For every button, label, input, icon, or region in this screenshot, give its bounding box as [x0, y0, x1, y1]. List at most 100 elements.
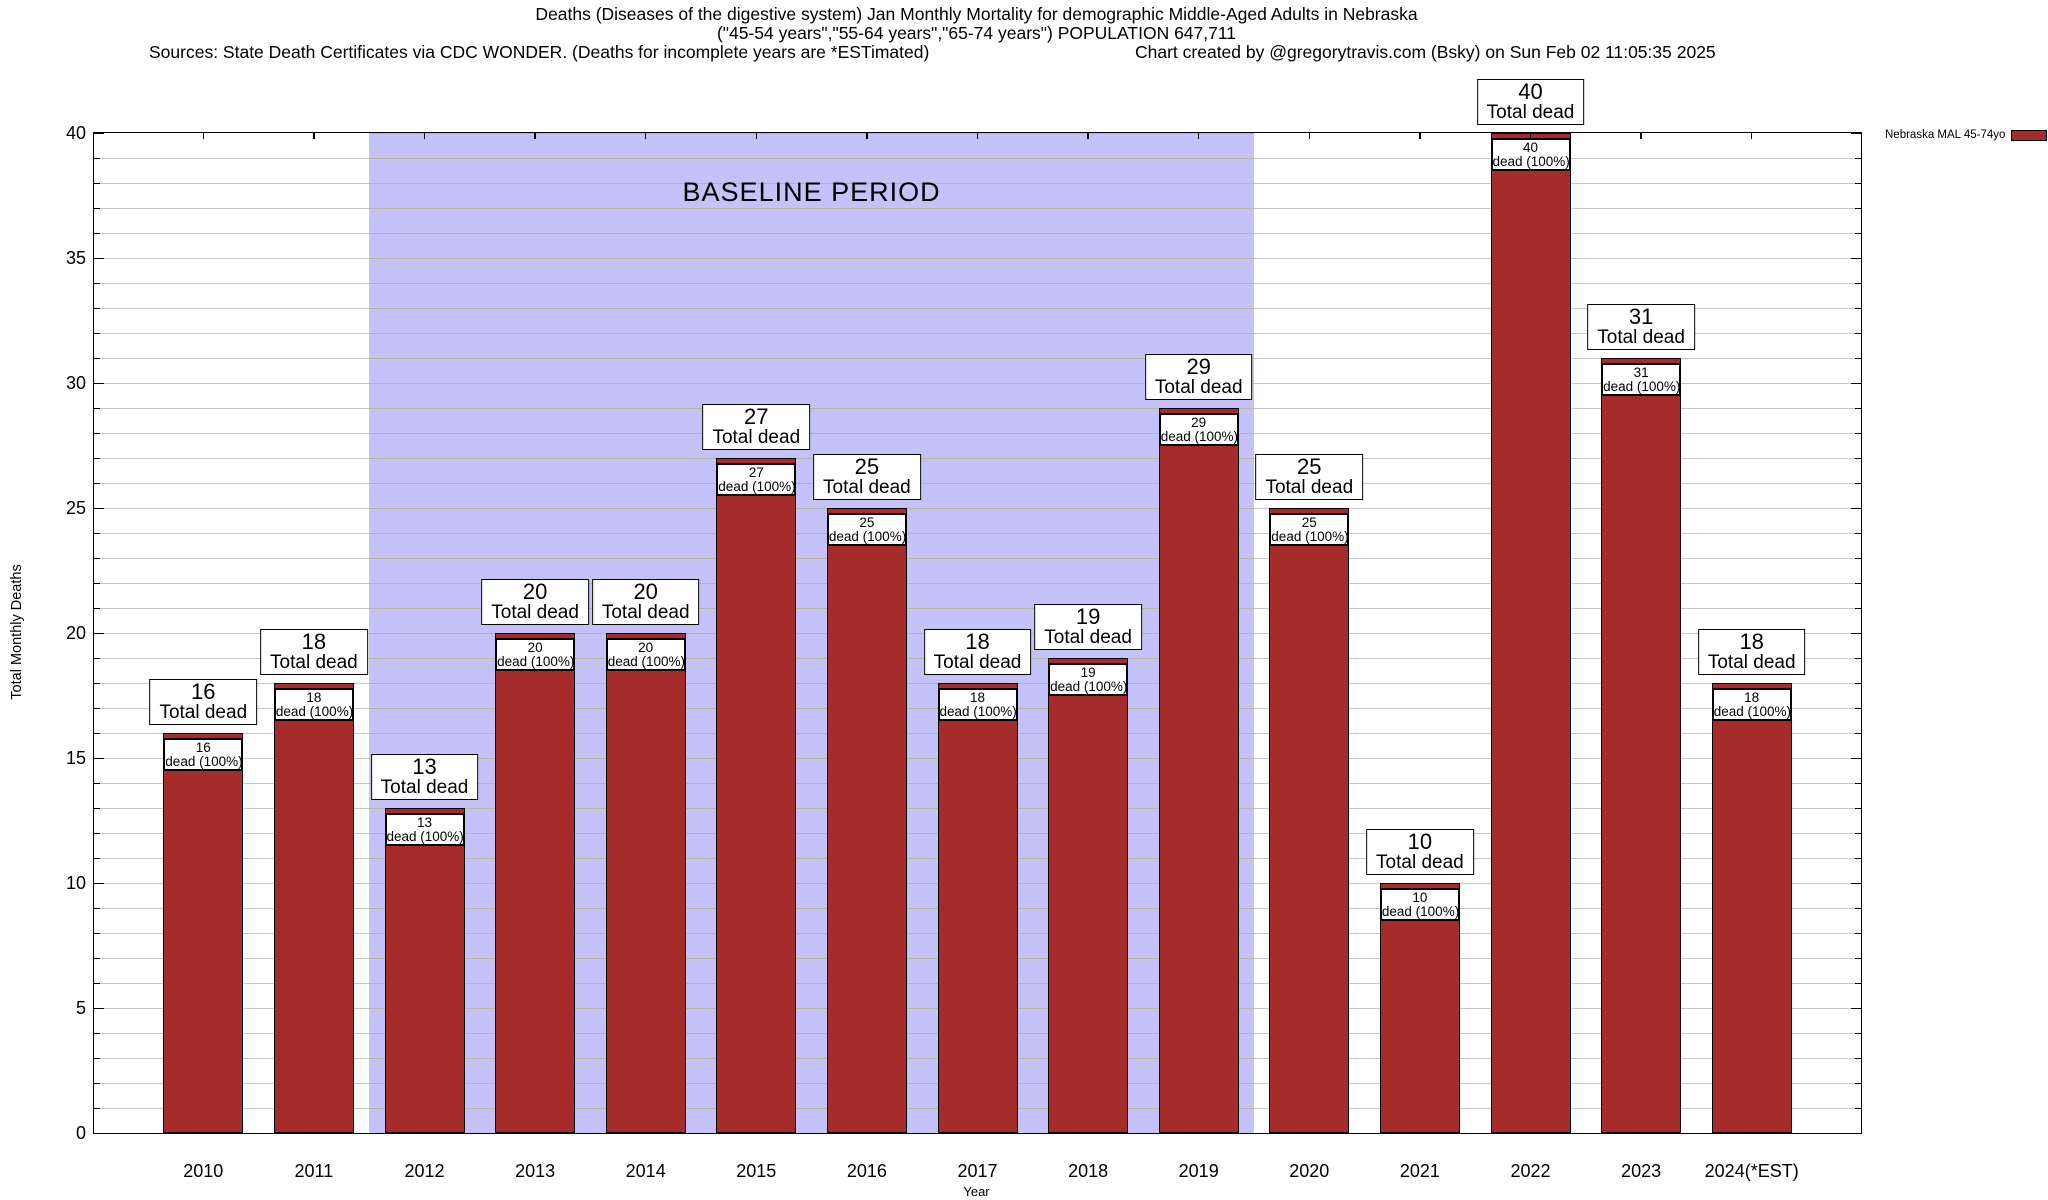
x-tick-top — [202, 133, 205, 139]
y-tick — [94, 757, 104, 759]
bar-total-label-2010: 16 Total dead — [149, 679, 258, 725]
bar-2014 — [605, 633, 686, 1133]
y-tick — [94, 882, 104, 884]
y-tick — [94, 332, 100, 334]
x-tick-top — [1419, 133, 1421, 139]
y-tick — [1855, 432, 1861, 434]
legend: Nebraska MAL 45-74yo — [1885, 129, 2048, 141]
y-tick — [1855, 482, 1861, 484]
y-tick — [1855, 307, 1861, 309]
x-tick-top — [976, 133, 979, 139]
y-tick — [1851, 632, 1861, 634]
y-tick — [1855, 532, 1861, 534]
y-tick-label: 40 — [65, 123, 86, 143]
y-tick-label: 15 — [65, 748, 86, 768]
x-tick-top — [755, 133, 758, 139]
y-tick — [94, 607, 100, 609]
y-tick — [94, 1007, 104, 1009]
y-tick — [1851, 132, 1861, 134]
x-tick-label-2018: 2018 — [1068, 1161, 1109, 1181]
x-tick-label-2015: 2015 — [736, 1161, 777, 1181]
y-tick — [94, 1132, 104, 1134]
y-tick — [94, 357, 100, 359]
y-tick-label: 35 — [65, 248, 86, 268]
y-tick — [1855, 957, 1861, 959]
chart-title: Deaths (Diseases of the digestive system… — [535, 4, 1418, 24]
y-tick — [94, 307, 100, 309]
x-tick-top — [1308, 133, 1311, 139]
y-tick — [94, 857, 100, 859]
bar-inner-label-2021: 10 dead (100%) — [1379, 888, 1460, 921]
y-tick-label: 10 — [65, 873, 86, 893]
bar-2011 — [273, 683, 354, 1133]
bar-2015 — [716, 458, 797, 1133]
bar-2016 — [826, 508, 907, 1133]
bar-total-label-2018: 19 Total dead — [1034, 604, 1142, 650]
x-tick-label-2024(*EST): 2024(*EST) — [1704, 1161, 1799, 1181]
bar-inner-label-2024(*EST): 18 dead (100%) — [1711, 688, 1792, 721]
y-tick — [1855, 857, 1861, 859]
y-tick — [94, 832, 100, 834]
x-tick-label-2010: 2010 — [183, 1161, 224, 1181]
x-tick-top — [1087, 133, 1089, 139]
bar-2022 — [1490, 133, 1571, 1133]
bar-2010 — [163, 733, 244, 1133]
x-tick-label-2023: 2023 — [1621, 1161, 1662, 1181]
y-tick — [1855, 1057, 1861, 1059]
y-tick — [1855, 282, 1861, 284]
y-tick-label: 0 — [75, 1123, 86, 1143]
x-tick-label-2013: 2013 — [515, 1161, 556, 1181]
bar-2021 — [1379, 883, 1460, 1133]
credit-note: Chart created by @gregorytravis.com (Bsk… — [1135, 42, 1716, 62]
bar-inner-label-2023: 31 dead (100%) — [1601, 363, 1682, 396]
y-tick — [94, 457, 100, 459]
y-tick — [94, 782, 100, 784]
y-tick — [1855, 157, 1861, 159]
y-tick — [94, 132, 104, 134]
bar-inner-label-2015: 27 dead (100%) — [716, 463, 797, 496]
bar-total-label-2024(*EST): 18 Total dead — [1697, 629, 1806, 675]
x-tick-top — [644, 133, 647, 139]
y-tick — [1855, 607, 1861, 609]
y-tick — [1855, 782, 1861, 784]
x-tick-label-2021: 2021 — [1399, 1161, 1440, 1181]
y-tick — [1855, 832, 1861, 834]
y-tick — [94, 932, 100, 934]
x-tick-top — [534, 133, 536, 139]
bar-total-label-2019: 29 Total dead — [1144, 354, 1253, 400]
y-tick — [94, 157, 100, 159]
bar-total-label-2021: 10 Total dead — [1366, 829, 1474, 875]
y-tick-label: 25 — [65, 498, 86, 518]
y-tick — [94, 732, 100, 734]
y-tick — [1855, 232, 1861, 234]
bar-inner-label-2020: 25 dead (100%) — [1269, 513, 1350, 546]
y-tick — [1855, 932, 1861, 934]
bar-total-label-2013: 20 Total dead — [481, 579, 589, 625]
baseline-period-label: BASELINE PERIOD — [682, 177, 941, 207]
legend-swatch-icon — [2011, 129, 2048, 141]
chart-subtitle: ("45-54 years","55-64 years","65-74 year… — [716, 22, 1237, 43]
y-tick — [94, 532, 100, 534]
y-tick-label: 30 — [65, 373, 86, 393]
bar-total-label-2015: 27 Total dead — [702, 404, 811, 450]
y-tick — [94, 907, 100, 909]
y-tick — [1855, 982, 1861, 984]
y-tick — [94, 1107, 100, 1109]
y-tick — [94, 807, 100, 809]
x-tick-label-2011: 2011 — [294, 1161, 334, 1181]
bar-inner-label-2018: 19 dead (100%) — [1048, 663, 1129, 696]
bar-inner-label-2012: 13 dead (100%) — [384, 813, 465, 846]
bar-inner-label-2016: 25 dead (100%) — [826, 513, 907, 546]
y-tick — [94, 682, 100, 684]
bar-2019 — [1158, 408, 1239, 1133]
y-tick — [94, 257, 104, 259]
y-tick — [94, 1032, 100, 1034]
y-tick — [1851, 257, 1861, 259]
y-tick — [94, 207, 100, 209]
bar-total-label-2017: 18 Total dead — [923, 629, 1032, 675]
y-tick — [94, 507, 104, 509]
bar-total-label-2014: 20 Total dead — [591, 579, 700, 625]
bar-total-label-2023: 31 Total dead — [1587, 304, 1695, 350]
y-axis-title: Total Monthly Deaths — [9, 564, 25, 700]
